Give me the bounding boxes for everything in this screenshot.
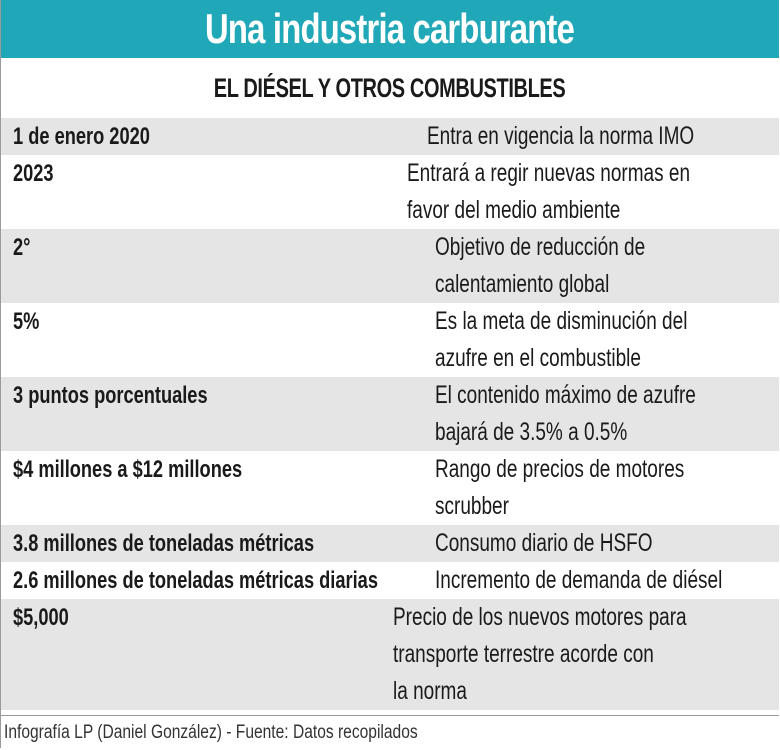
row-description: Consumo diario de HSFO [435, 525, 779, 562]
row-key: 2° [1, 229, 435, 303]
description-line: El contenido máximo de azufre [435, 381, 696, 409]
row-key: 1 de enero 2020 [1, 118, 427, 155]
subtitle-band: EL DIÉSEL Y OTROS COMBUSTIBLES [1, 58, 779, 118]
row-key: 5% [1, 303, 435, 377]
table-row: $4 millones a $12 millones Rango de preci… [1, 451, 779, 525]
description-line: bajará de 3.5% a 0.5% [435, 418, 628, 446]
facts-table: 1 de enero 2020 Entra en vigencia la norm… [1, 118, 779, 710]
table-row: 5% Es la meta de disminución del azufre en… [1, 303, 779, 377]
row-description: El contenido máximo de azufre bajará de 3… [435, 377, 779, 451]
table-row: $5,000 Precio de los nuevos motores para t… [1, 599, 779, 710]
row-key-text: 1 de enero 2020 [13, 123, 150, 150]
row-key-text: 2° [13, 234, 31, 261]
table-row: 1 de enero 2020 Entra en vigencia la norm… [1, 118, 779, 155]
row-key: $5,000 [1, 599, 393, 710]
description-line: Entra en vigencia la norma IMO [427, 122, 695, 150]
description-line: favor del medio ambiente [406, 196, 620, 224]
footer-text: Infografía LP (Daniel González) - Fuente… [4, 722, 418, 743]
description-line: azufre en el combustible [435, 344, 641, 372]
row-description: Precio de los nuevos motores para transpo… [393, 599, 779, 710]
description-line: Entrará a regir nuevas normas en [406, 159, 690, 187]
row-description: Es la meta de disminución del azufre en e… [435, 303, 779, 377]
table-row: 3 puntos porcentuales El contenido máximo… [1, 377, 779, 451]
description-line: Objetivo de reducción de [435, 233, 646, 261]
subtitle: EL DIÉSEL Y OTROS COMBUSTIBLES [214, 72, 566, 103]
row-key: 2.6 millones de toneladas métricas diari… [1, 562, 435, 599]
row-key-text: $5,000 [13, 604, 69, 631]
title-band: Una industria carburante [1, 0, 779, 58]
row-key: 2023 [1, 155, 407, 229]
row-key-text: 3.8 millones de toneladas métricas [13, 530, 315, 557]
row-key-text: 2023 [13, 160, 54, 187]
description-line: Consumo diario de HSFO [435, 529, 653, 557]
description-line: Es la meta de disminución del [435, 307, 688, 335]
description-line: Incremento de demanda de diésel [435, 566, 723, 594]
row-key: $4 millones a $12 millones [1, 451, 435, 525]
description-line: transporte terrestre acorde con [392, 640, 654, 668]
row-description: Incremento de demanda de diésel [435, 562, 780, 599]
table-row: 3.8 millones de toneladas métricas Consum… [1, 525, 779, 562]
row-key-text: 5% [13, 308, 40, 335]
row-description: Entrará a regir nuevas normas en favor de… [407, 155, 779, 229]
row-description: Entra en vigencia la norma IMO [427, 118, 779, 155]
footer-credit: Infografía LP (Daniel González) - Fuente… [1, 715, 779, 749]
row-key: 3.8 millones de toneladas métricas [1, 525, 435, 562]
row-key-text: 2.6 millones de toneladas métricas diari… [13, 567, 378, 594]
description-line: Rango de precios de motores [435, 455, 685, 483]
description-line: Precio de los nuevos motores para [392, 603, 687, 631]
table-row: 2023 Entrará a regir nuevas normas en favo… [1, 155, 779, 229]
table-row: 2.6 millones de toneladas métricas diari… [1, 562, 779, 599]
table-row: 2° Objetivo de reducción de calentamiento … [1, 229, 779, 303]
description-line: scrubber [435, 492, 509, 520]
row-key-text: $4 millones a $12 millones [13, 456, 243, 483]
row-description: Objetivo de reducción de calentamiento gl… [435, 229, 779, 303]
description-line: calentamiento global [435, 270, 610, 298]
row-key: 3 puntos porcentuales [1, 377, 435, 451]
description-line: la norma [392, 677, 467, 705]
page-title: Una industria carburante [205, 5, 575, 52]
row-description: Rango de precios de motores scrubber [435, 451, 779, 525]
row-key-text: 3 puntos porcentuales [13, 382, 208, 409]
